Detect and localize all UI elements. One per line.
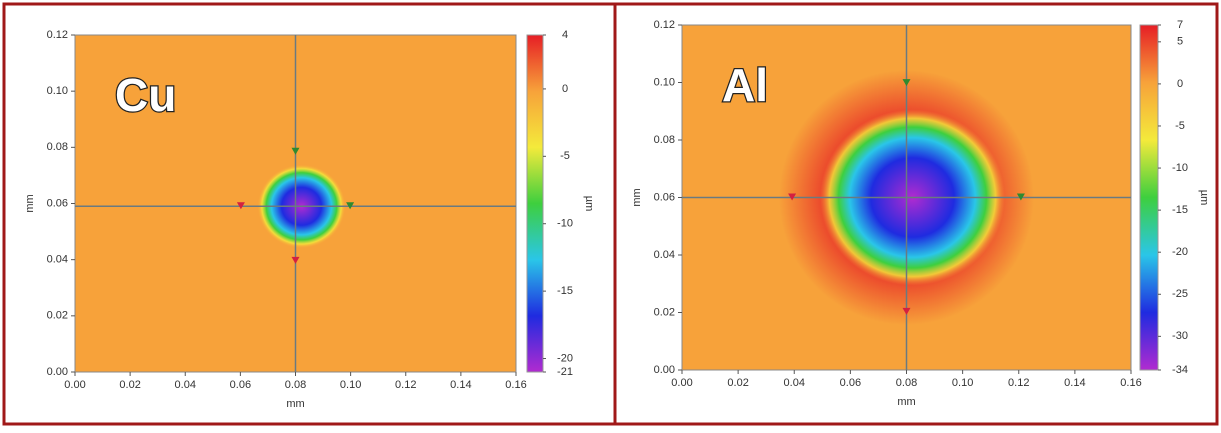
colorbar-tick-label: -34 xyxy=(1172,364,1188,376)
x-tick-label: 0.06 xyxy=(840,377,861,389)
sample-label: Al xyxy=(722,59,768,111)
colorbar xyxy=(1139,24,1159,371)
x-axis-label: mm xyxy=(286,398,304,410)
marker xyxy=(788,193,797,201)
y-tick-label: 0.10 xyxy=(654,76,675,88)
x-tick-label: 0.04 xyxy=(784,377,805,389)
colorbar-label: µm xyxy=(583,196,595,212)
x-tick-label: 0.16 xyxy=(505,379,526,391)
y-tick-label: 0.06 xyxy=(654,191,675,203)
x-tick-label: 0.00 xyxy=(671,377,692,389)
marker xyxy=(902,79,911,87)
colorbar-tick-label: -15 xyxy=(557,285,573,297)
y-tick-label: 0.12 xyxy=(47,29,68,41)
x-tick-label: 0.10 xyxy=(340,379,361,391)
x-tick-label: 0.02 xyxy=(727,377,748,389)
colorbar-tick-label: -25 xyxy=(1172,288,1188,300)
colorbar-tick-label: -15 xyxy=(1172,204,1188,216)
x-tick-label: 0.12 xyxy=(1008,377,1029,389)
x-tick-label: 0.14 xyxy=(1064,377,1085,389)
y-axis-label: mm xyxy=(631,188,643,206)
colorbar-tick-label: -21 xyxy=(557,366,573,378)
y-tick-label: 0.04 xyxy=(654,249,675,261)
colorbar-tick-label: -20 xyxy=(1172,246,1188,258)
y-tick-label: 0.10 xyxy=(47,85,68,97)
x-tick-label: 0.12 xyxy=(395,379,416,391)
y-tick-label: 0.00 xyxy=(654,364,675,376)
y-tick-label: 0.00 xyxy=(47,366,68,378)
colorbar-tick-label: -5 xyxy=(560,150,570,162)
colorbar-tick-label: -10 xyxy=(1172,162,1188,174)
x-tick-label: 0.08 xyxy=(896,377,917,389)
marker xyxy=(291,147,300,155)
x-axis-label: mm xyxy=(897,396,915,408)
y-tick-label: 0.04 xyxy=(47,254,68,266)
y-tick-label: 0.02 xyxy=(47,310,68,322)
x-tick-label: 0.10 xyxy=(952,377,973,389)
colorbar-tick-label: -5 xyxy=(1175,120,1185,132)
colorbar xyxy=(526,34,544,373)
x-tick-label: 0.16 xyxy=(1120,377,1141,389)
marker xyxy=(1016,193,1025,201)
colorbar-tick-label: -30 xyxy=(1172,330,1188,342)
sample-label: Cu xyxy=(115,69,176,121)
colorbar-tick-label: -10 xyxy=(557,218,573,230)
x-tick-label: 0.00 xyxy=(64,379,85,391)
marker xyxy=(902,307,911,315)
y-axis-label: mm xyxy=(24,194,36,212)
y-tick-label: 0.06 xyxy=(47,197,68,209)
colorbar-tick-label: 0 xyxy=(1177,78,1183,90)
colorbar-label: µm xyxy=(1198,190,1210,206)
x-tick-label: 0.02 xyxy=(119,379,140,391)
y-tick-label: 0.02 xyxy=(654,306,675,318)
colorbar-tick-label: 5 xyxy=(1177,36,1183,48)
x-tick-label: 0.04 xyxy=(175,379,196,391)
colorbar-tick-label: 4 xyxy=(562,29,568,41)
y-tick-label: 0.08 xyxy=(47,141,68,153)
x-tick-label: 0.06 xyxy=(230,379,251,391)
y-tick-label: 0.08 xyxy=(654,134,675,146)
x-tick-label: 0.08 xyxy=(285,379,306,391)
y-tick-label: 0.12 xyxy=(654,19,675,31)
marker xyxy=(236,202,245,210)
colorbar-tick-label: 7 xyxy=(1177,19,1183,31)
x-tick-label: 0.14 xyxy=(450,379,471,391)
marker xyxy=(291,256,300,264)
colorbar-tick-label: -20 xyxy=(557,352,573,364)
colorbar-tick-label: 0 xyxy=(562,83,568,95)
marker xyxy=(346,202,355,210)
